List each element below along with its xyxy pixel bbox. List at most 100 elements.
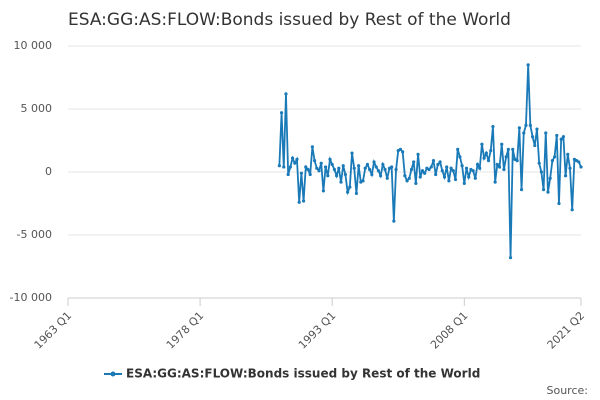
data-point — [301, 199, 306, 203]
data-point — [431, 159, 436, 163]
y-tick-label: 0 — [45, 165, 52, 178]
data-point — [528, 123, 532, 127]
data-point — [471, 169, 475, 173]
data-point — [390, 165, 394, 169]
data-point — [385, 176, 389, 180]
x-tick-label: 2008 Q1 — [428, 309, 471, 352]
data-point — [282, 165, 286, 169]
data-point — [321, 189, 325, 193]
data-point — [299, 171, 303, 175]
data-point — [363, 166, 367, 170]
data-point — [401, 150, 405, 154]
data-point — [335, 174, 339, 178]
data-point — [328, 157, 332, 161]
data-point — [508, 256, 513, 260]
data-point — [277, 164, 281, 168]
data-point — [570, 208, 574, 212]
data-point — [374, 165, 378, 169]
data-point — [414, 181, 418, 185]
data-point — [429, 165, 433, 169]
data-point — [381, 162, 385, 167]
data-point — [438, 160, 442, 164]
data-point — [440, 169, 444, 173]
data-point — [403, 174, 407, 178]
data-line — [278, 64, 582, 258]
data-point — [548, 176, 552, 180]
data-point — [383, 167, 387, 172]
data-point — [535, 127, 539, 131]
data-point — [350, 151, 354, 155]
data-point — [416, 152, 420, 156]
data-point — [326, 174, 330, 178]
data-point — [341, 164, 345, 168]
x-tick-label: 1963 Q1 — [32, 309, 75, 352]
x-tick-label: 1993 Q1 — [296, 309, 339, 352]
data-point — [493, 180, 497, 184]
data-point — [306, 167, 310, 172]
data-point — [579, 165, 583, 169]
y-tick-label: -10 000 — [10, 291, 52, 304]
data-point — [530, 135, 535, 139]
data-point — [348, 185, 352, 189]
data-point — [332, 167, 337, 172]
data-point — [506, 147, 510, 151]
data-point — [412, 160, 416, 164]
x-tick-label: 2021 Q2 — [545, 309, 588, 352]
data-point — [295, 157, 299, 161]
data-point — [533, 143, 537, 148]
data-point — [502, 167, 506, 172]
data-point — [478, 166, 482, 170]
chart-title: ESA:GG:AS:FLOW:Bonds issued by Rest of t… — [68, 10, 511, 30]
data-point — [279, 111, 284, 115]
legend-marker — [110, 371, 116, 377]
data-point — [491, 125, 495, 129]
data-point — [539, 170, 543, 174]
data-point — [447, 179, 451, 183]
data-point — [473, 176, 477, 180]
data-point — [524, 123, 528, 127]
data-point — [398, 147, 403, 151]
data-point — [495, 162, 499, 167]
data-point — [467, 175, 471, 179]
data-point — [379, 174, 383, 178]
data-point — [308, 172, 312, 177]
data-point — [405, 179, 409, 183]
data-point — [330, 162, 334, 167]
data-point — [489, 148, 493, 153]
data-point — [475, 162, 480, 167]
data-point — [407, 176, 411, 180]
data-point — [504, 155, 508, 159]
data-point — [515, 159, 519, 163]
data-point — [372, 160, 376, 164]
data-point — [526, 63, 530, 67]
data-point — [352, 166, 356, 170]
data-point — [312, 159, 317, 163]
data-point — [346, 190, 350, 194]
data-point — [555, 133, 559, 138]
data-point — [394, 167, 398, 172]
data-point — [456, 147, 460, 151]
data-point — [319, 161, 323, 165]
data-point — [315, 166, 319, 170]
x-tick-label: 1978 Q1 — [164, 309, 207, 352]
data-point — [290, 156, 295, 160]
data-point — [458, 155, 462, 159]
data-point — [418, 175, 422, 179]
data-point — [370, 172, 374, 177]
data-point — [482, 156, 486, 160]
data-point — [310, 145, 314, 149]
data-point — [552, 155, 557, 159]
data-point — [460, 164, 464, 168]
data-point — [343, 172, 348, 177]
data-point — [436, 162, 440, 167]
data-point — [568, 166, 572, 170]
data-point — [420, 169, 425, 173]
data-point — [497, 165, 502, 169]
data-point — [376, 169, 381, 173]
data-point — [522, 131, 526, 135]
data-point — [559, 137, 563, 141]
data-point — [546, 190, 550, 194]
data-point — [517, 126, 521, 130]
data-point — [368, 167, 372, 172]
data-point — [550, 159, 554, 163]
